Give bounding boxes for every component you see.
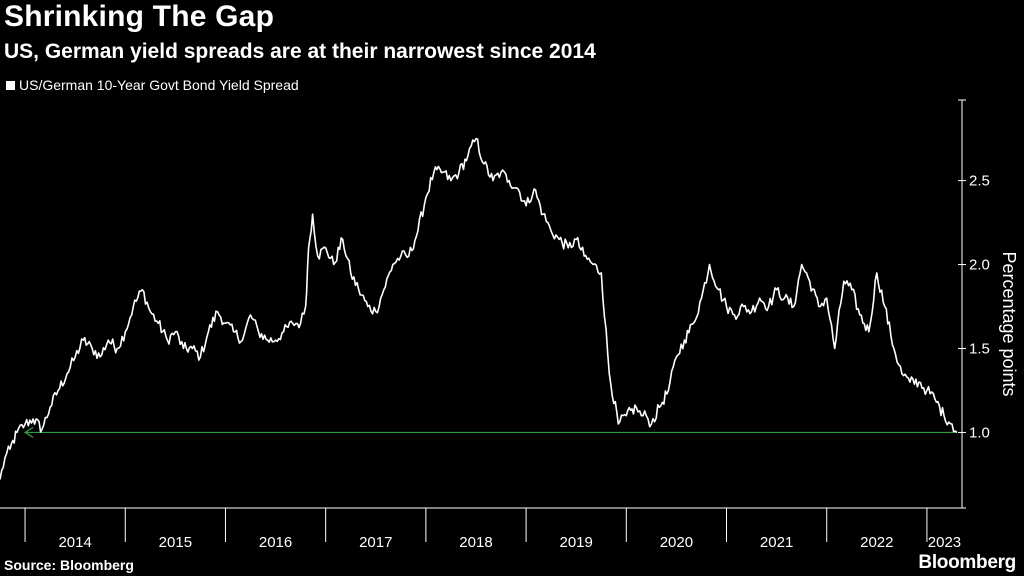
x-tick-label: 2017 xyxy=(359,534,392,551)
chart-title: Shrinking The Gap xyxy=(4,0,275,33)
y-axis-label: Percentage points xyxy=(999,251,1019,396)
axes: 1.0 1.5 2.0 2.5 2014 2015 2016 2017 2018 2019 2020… xyxy=(0,99,990,551)
y-tick-label: 2.0 xyxy=(969,257,990,274)
y-tick-label: 1.5 xyxy=(969,340,990,357)
x-tick-label: 2020 xyxy=(660,534,693,551)
x-tick-label: 2023 xyxy=(928,534,961,551)
y-tick-label: 2.5 xyxy=(969,173,990,190)
legend-swatch xyxy=(6,80,15,90)
x-tick-label: 2019 xyxy=(560,534,593,551)
legend: US/German 10-Year Govt Bond Yield Spread xyxy=(6,77,299,93)
x-tick-label: 2018 xyxy=(459,534,492,551)
x-tick-label: 2021 xyxy=(760,534,793,551)
source-note: Source: Bloomberg xyxy=(4,557,134,573)
x-tick-label: 2016 xyxy=(259,534,292,551)
y-tick-label: 1.0 xyxy=(969,424,990,441)
legend-label: US/German 10-Year Govt Bond Yield Spread xyxy=(19,77,299,93)
reference-arrow xyxy=(23,426,34,438)
chart-subtitle: US, German yield spreads are at their na… xyxy=(4,40,596,63)
series-line xyxy=(0,137,958,480)
brand-logo: Bloomberg xyxy=(918,552,1016,573)
x-tick-label: 2022 xyxy=(860,534,893,551)
x-tick-label: 2015 xyxy=(159,534,192,551)
chart-marks xyxy=(0,137,958,480)
x-tick-label: 2014 xyxy=(58,534,91,551)
